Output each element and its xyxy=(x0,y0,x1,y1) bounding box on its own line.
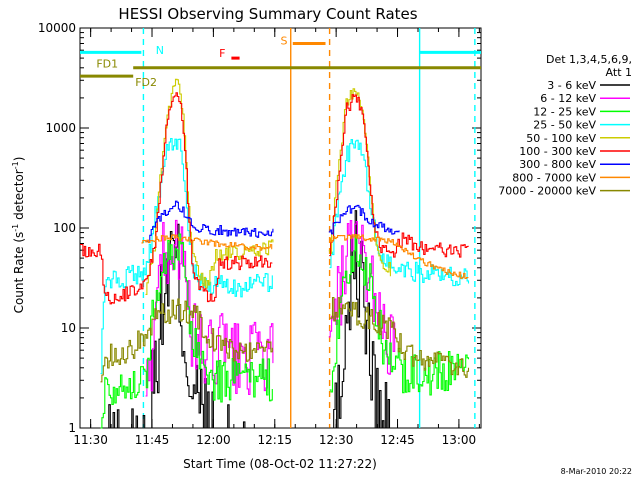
y-tick-label: 10000 xyxy=(38,21,76,35)
series-line xyxy=(329,210,391,429)
series-line xyxy=(145,200,274,243)
series-line xyxy=(80,92,273,305)
flag-label-n: N xyxy=(156,44,164,57)
series-line xyxy=(100,298,273,383)
series-line xyxy=(329,94,469,258)
x-tick-label: 12:15 xyxy=(257,433,292,447)
flag-label-f: F xyxy=(219,47,225,60)
x-tick-label: 11:45 xyxy=(135,433,170,447)
series-line xyxy=(328,204,400,235)
x-axis-label: Start Time (08-Oct-02 11:27:22) xyxy=(183,457,377,471)
legend-entry-label: 6 - 12 keV xyxy=(540,92,596,105)
series-line xyxy=(141,234,273,251)
series-line xyxy=(329,139,470,287)
legend-entry-label: 7000 - 20000 keV xyxy=(498,185,596,198)
flag-label-s: S xyxy=(281,34,288,47)
legend-entry-label: 25 - 50 keV xyxy=(533,119,596,132)
x-tick-label: 12:30 xyxy=(319,433,354,447)
y-tick-label: 10 xyxy=(61,321,76,335)
legend-entry-label: 12 - 25 keV xyxy=(533,105,596,118)
y-tick-label: 100 xyxy=(53,221,76,235)
series-line xyxy=(100,233,273,429)
x-tick-label: 11:30 xyxy=(73,433,108,447)
legend-entry-label: 3 - 6 keV xyxy=(547,79,596,92)
y-tick-label: 1000 xyxy=(45,121,76,135)
series-line xyxy=(145,219,274,397)
tick-labels: 1 10 100 1000 10000 11:30 11:45 12:00 12:15 12:30… xyxy=(38,21,476,447)
legend-header-line: Det 1,3,4,5,6,9, xyxy=(546,53,632,66)
series-line xyxy=(145,78,274,295)
series-line xyxy=(329,233,469,279)
series-line xyxy=(100,137,273,375)
series-line xyxy=(104,223,273,429)
legend-entry-label: 300 - 800 keV xyxy=(519,158,596,171)
series-line xyxy=(329,296,470,378)
y-tick-label: 1 xyxy=(68,421,76,435)
series-lines xyxy=(80,78,470,429)
flag-bars: N FD1 FD2 F S xyxy=(80,34,481,89)
series-line xyxy=(328,220,396,375)
legend-entry-label: 50 - 100 keV xyxy=(526,132,596,145)
legend-entry-label: 800 - 7000 keV xyxy=(512,171,596,184)
flag-label-fd2: FD2 xyxy=(135,76,157,89)
series-line xyxy=(328,88,391,277)
x-tick-label: 12:45 xyxy=(380,433,415,447)
x-tick-label: 12:00 xyxy=(196,433,231,447)
y-axis-label: Count Rate (s-1 detector-1) xyxy=(11,157,26,314)
legend-entry-label: 100 - 300 keV xyxy=(519,145,596,158)
footer-date: 8-Mar-2010 20:22 xyxy=(561,467,632,476)
chart-title: HESSI Observing Summary Count Rates xyxy=(118,5,417,23)
flag-label-fd1: FD1 xyxy=(96,58,118,71)
legend-header-line: Att 1 xyxy=(606,66,632,79)
vertical-markers xyxy=(142,28,476,428)
x-tick-label: 13:00 xyxy=(442,433,477,447)
axes xyxy=(79,27,482,429)
